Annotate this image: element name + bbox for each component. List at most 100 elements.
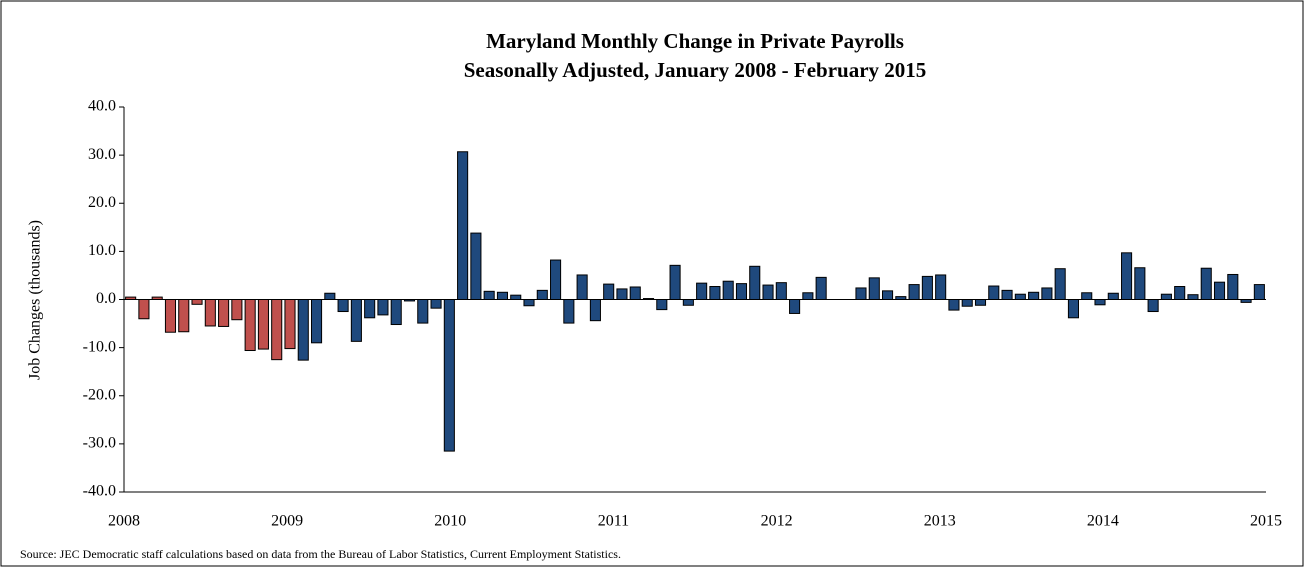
x-tick-label: 2011 xyxy=(598,513,629,530)
source-note: Source: JEC Democratic staff calculation… xyxy=(20,547,621,561)
bar xyxy=(496,291,508,300)
bar xyxy=(257,299,269,350)
y-tick-label: -30.0 xyxy=(83,435,116,452)
x-tick-label: 2014 xyxy=(1087,513,1119,530)
bar xyxy=(629,286,641,300)
bar xyxy=(1001,289,1013,301)
bar xyxy=(364,299,376,319)
bar xyxy=(284,299,296,350)
bar xyxy=(696,282,708,301)
bar xyxy=(231,299,243,321)
bar xyxy=(935,274,947,300)
bar xyxy=(1213,281,1226,300)
bar xyxy=(789,299,801,314)
x-tick-label: 2015 xyxy=(1250,513,1282,530)
bar xyxy=(1200,267,1212,300)
bar xyxy=(138,299,150,320)
bar xyxy=(377,299,389,316)
bar xyxy=(563,299,575,324)
bar xyxy=(749,265,761,301)
x-tick-label: 2010 xyxy=(434,513,466,530)
bar xyxy=(390,299,402,326)
bar xyxy=(1134,267,1146,300)
x-tick-label: 2009 xyxy=(271,513,303,530)
y-tick-label: -10.0 xyxy=(83,338,116,355)
bar xyxy=(974,299,987,306)
bar xyxy=(470,232,482,300)
x-tick-label: 2008 xyxy=(108,513,140,530)
bar xyxy=(1014,293,1026,300)
y-tick-label: 30.0 xyxy=(88,146,116,163)
bar xyxy=(1187,294,1199,300)
bar xyxy=(523,299,535,307)
bar xyxy=(802,292,814,301)
bar xyxy=(178,299,190,333)
bar xyxy=(709,286,721,301)
bar xyxy=(988,285,1000,300)
bar xyxy=(483,290,495,301)
y-tick-label: 0.0 xyxy=(96,290,116,307)
bar xyxy=(1160,293,1172,300)
bar xyxy=(762,284,774,300)
bar xyxy=(948,299,960,311)
chart-title: Maryland Monthly Change in Private Payro… xyxy=(486,29,904,53)
bar xyxy=(1054,268,1066,301)
bar xyxy=(1174,286,1186,301)
bar xyxy=(324,292,336,300)
bar xyxy=(1041,287,1053,301)
bar xyxy=(908,284,920,300)
bar xyxy=(1227,273,1239,301)
bar xyxy=(735,283,748,300)
bar xyxy=(337,299,349,313)
bar xyxy=(271,299,283,361)
bar xyxy=(536,289,548,301)
bar xyxy=(297,299,309,361)
bar xyxy=(443,299,455,452)
y-tick-label: 40.0 xyxy=(88,98,116,115)
y-tick-label: 20.0 xyxy=(88,194,116,211)
bar xyxy=(1121,252,1133,301)
bar xyxy=(218,299,230,327)
bar xyxy=(1028,291,1040,300)
bar xyxy=(775,282,787,300)
bar xyxy=(417,299,429,324)
x-tick-label: 2012 xyxy=(761,513,793,530)
bar xyxy=(311,299,323,344)
bar xyxy=(589,299,601,322)
bar xyxy=(457,151,469,300)
bar xyxy=(1147,299,1159,313)
bar xyxy=(669,264,681,300)
bar xyxy=(244,299,256,352)
x-tick-label: 2013 xyxy=(924,513,956,530)
bar xyxy=(1107,292,1119,300)
bar xyxy=(1094,299,1106,306)
y-tick-label: -20.0 xyxy=(83,386,116,403)
bar xyxy=(191,299,203,305)
bar xyxy=(430,299,442,309)
y-axis-label: Job Changes (thousands) xyxy=(27,220,44,380)
bar xyxy=(882,290,894,300)
y-tick-label: 10.0 xyxy=(88,242,116,259)
bar xyxy=(350,299,362,342)
chart-subtitle: Seasonally Adjusted, January 2008 - Febr… xyxy=(464,58,927,82)
bar xyxy=(682,299,694,306)
bar xyxy=(722,280,734,300)
bar xyxy=(550,259,562,301)
bar xyxy=(576,274,588,300)
bar xyxy=(1067,299,1079,319)
bar xyxy=(603,283,615,301)
bar xyxy=(1081,292,1093,301)
bar xyxy=(616,288,628,301)
bar xyxy=(961,299,973,307)
bar xyxy=(1253,284,1265,300)
y-tick-label: -40.0 xyxy=(83,483,116,500)
bar xyxy=(510,294,522,301)
bar xyxy=(855,287,867,301)
bar xyxy=(204,299,216,327)
bar xyxy=(868,277,880,300)
bar xyxy=(921,275,933,300)
bar xyxy=(164,299,177,333)
bar xyxy=(656,299,668,311)
